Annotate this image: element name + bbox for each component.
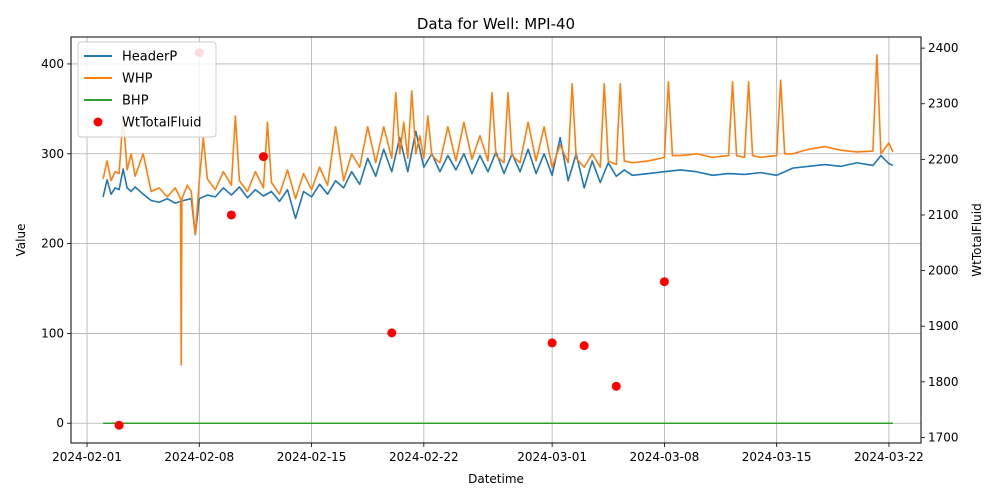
y2-tick-label: 1800 [928,375,959,389]
wttotalfluid-point [547,338,557,348]
legend-box [77,41,217,138]
x-tick-label: 2024-03-15 [742,450,812,464]
x-tick-label: 2024-02-01 [52,450,122,464]
y-tick-label: 0 [56,416,64,430]
y2-axis-ticks: 1700 1800 1900 2000 2100 2200 2300 2400 [921,41,959,444]
x-tick-label: 2024-03-08 [630,450,700,464]
x-tick-label: 2024-02-08 [164,450,234,464]
x-tick-label: 2024-03-01 [517,450,587,464]
wttotalfluid-legend-label: WtTotalFluid [122,116,202,131]
whp-legend-label: WHP [122,72,153,87]
y2-tick-label: 2000 [928,264,959,278]
y-axis-label: Value [14,224,28,257]
headerp-legend-label: HeaderP [122,50,177,65]
wttotalfluid-legend-marker [93,117,103,127]
wttotalfluid-point [579,341,589,351]
y2-tick-label: 2400 [928,41,959,55]
wttotalfluid-point [258,152,268,162]
y2-axis-label: WtTotalFluid [970,203,984,276]
plot-area-frame [70,36,922,444]
wttotalfluid-point [114,420,124,430]
wttotalfluid-point [659,277,669,287]
bhp-legend-label: BHP [122,94,149,109]
x-axis-ticks: 2024-02-01 2024-02-08 2024-02-15 2024-02-22… [52,443,924,464]
wttotalfluid-point [226,210,236,220]
chart-title: Data for Well: MPI-40 [417,15,575,33]
y-tick-label: 400 [41,57,64,71]
wttotalfluid-point [611,381,621,391]
y2-tick-label: 2200 [928,152,959,166]
y-tick-label: 100 [41,326,64,340]
whp-line [102,54,894,366]
x-tick-label: 2024-03-22 [854,450,924,464]
y2-tick-label: 2300 [928,97,959,111]
y-tick-label: 200 [41,237,64,251]
y-tick-label: 300 [41,147,64,161]
y-axis-ticks: 0 100 200 300 400 [41,57,71,430]
wttotalfluid-point [387,328,397,338]
x-tick-label: 2024-02-22 [389,450,459,464]
y2-tick-label: 1900 [928,319,959,333]
legend: HeaderP WHP BHP WtTotalFluid [77,41,217,138]
x-axis-label: Datetime [468,472,524,486]
x-tick-label: 2024-02-15 [277,450,347,464]
plot-series [102,48,894,430]
y2-tick-label: 1700 [928,430,959,444]
y2-tick-label: 2100 [928,208,959,222]
